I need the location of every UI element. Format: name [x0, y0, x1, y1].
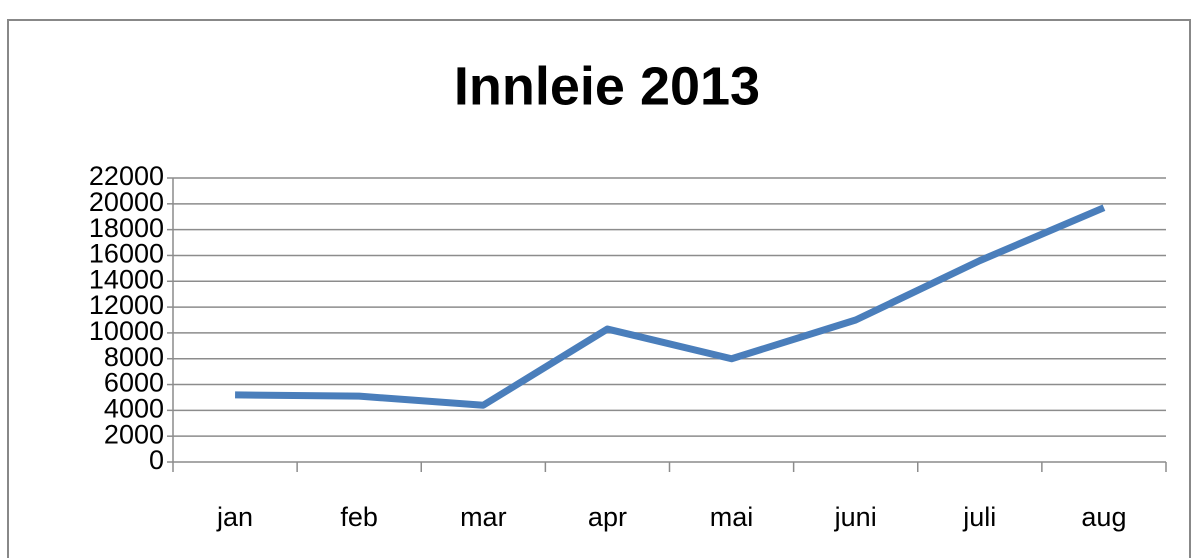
- x-tick-label: mar: [460, 502, 507, 532]
- y-tick-label: 20000: [89, 187, 164, 217]
- x-tick-label: apr: [588, 502, 627, 532]
- y-tick-label: 14000: [89, 264, 164, 294]
- x-tick-label: aug: [1081, 502, 1126, 532]
- y-tick-label: 10000: [89, 316, 164, 346]
- y-tick-label: 16000: [89, 239, 164, 269]
- chart-title: Innleie 2013: [454, 56, 760, 116]
- y-tick-label: 0: [149, 445, 164, 475]
- x-tick-label: juni: [834, 502, 877, 532]
- y-tick-label: 12000: [89, 290, 164, 320]
- y-tick-label: 8000: [104, 342, 164, 372]
- x-tick-label: juli: [962, 502, 996, 532]
- y-tick-label: 6000: [104, 368, 164, 398]
- data-line: [235, 204, 1106, 409]
- y-tick-label: 18000: [89, 213, 164, 243]
- chart-frame: [7, 19, 1191, 558]
- x-tick-label: feb: [340, 502, 378, 532]
- x-tick-label: mai: [710, 502, 754, 532]
- y-tick-label: 2000: [104, 419, 164, 449]
- y-tick-label: 22000: [89, 161, 164, 191]
- x-tick-label: jan: [216, 502, 253, 532]
- y-tick-label: 4000: [104, 393, 164, 423]
